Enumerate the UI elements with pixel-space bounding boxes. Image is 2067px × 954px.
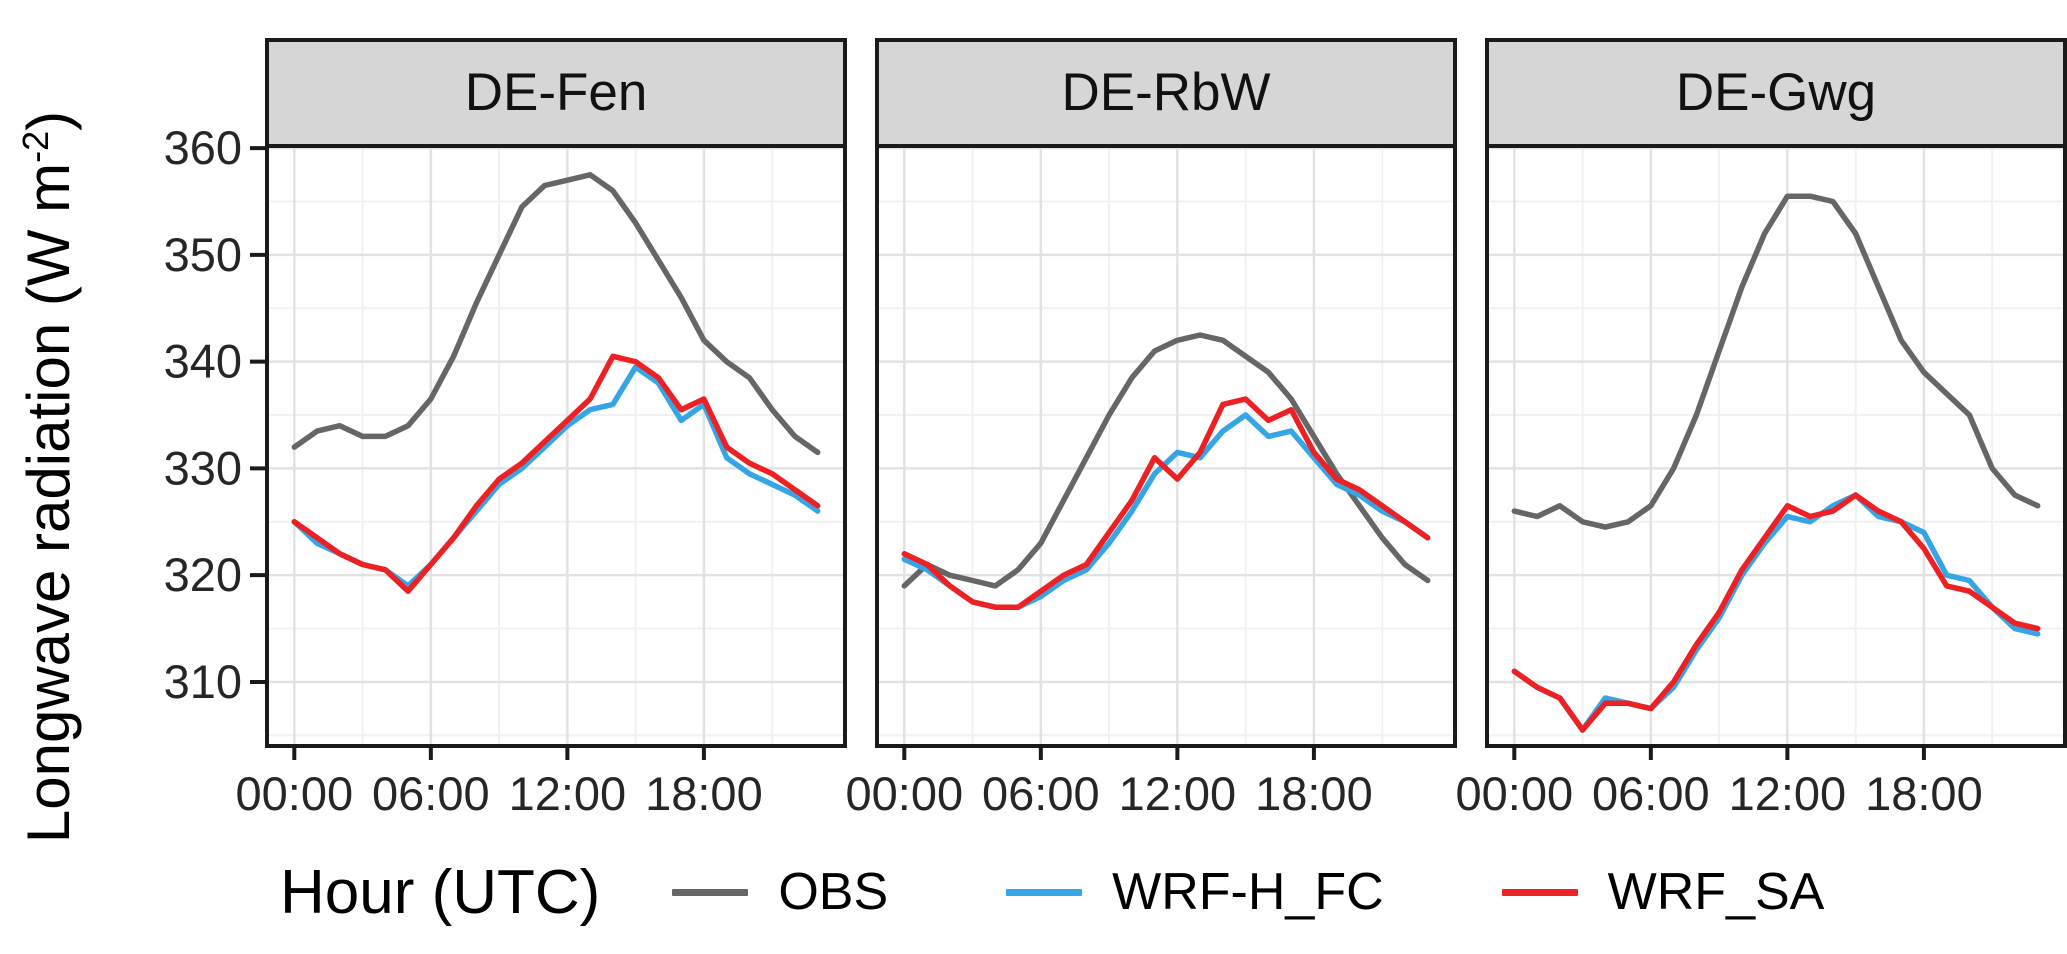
legend-line-swatch-obs xyxy=(672,888,749,896)
y-tick-label: 330 xyxy=(164,441,242,494)
legend: OBS WRF-H_FC WRF_SA xyxy=(672,862,1824,922)
x-axis-and-legend-row: Hour (UTC) OBS WRF-H_FC WRF_SA xyxy=(75,842,2060,942)
series-line-WRF_SA xyxy=(1511,492,2041,733)
series-line-WRF_SA xyxy=(901,396,1431,610)
x-tick-label: 12:00 xyxy=(1729,767,1847,820)
y-axis-title-wrap: Longwave radiation (W m-2) xyxy=(0,0,82,954)
panel-DE-Fen: DE-Fen 00:00 06:00 12:00 18:00 xyxy=(235,38,847,820)
x-tick-label: 18:00 xyxy=(645,767,763,820)
x-tick-label: 00:00 xyxy=(1455,767,1573,820)
x-tick-label: 12:00 xyxy=(509,767,627,820)
chart-panels-svg: 310 320 330 340 350 360 DE-Fen 00:00 06:00 12:00 1… xyxy=(164,38,2067,820)
legend-entry-wrf-sa: WRF_SA xyxy=(1501,862,1825,922)
x-tick-label: 00:00 xyxy=(235,767,353,820)
series-line-WRF-H_FC xyxy=(1511,492,2041,733)
x-tick-label: 18:00 xyxy=(1255,767,1373,820)
series-line-WRF_SA xyxy=(291,353,821,594)
series-line-OBS xyxy=(291,172,821,456)
facet-strip-label: DE-Fen xyxy=(465,63,648,122)
facet-strip-label: DE-RbW xyxy=(1061,63,1270,122)
y-tick-label: 320 xyxy=(164,548,242,601)
legend-label-wrf-h-fc: WRF-H_FC xyxy=(1112,863,1384,921)
x-tick-label: 12:00 xyxy=(1119,767,1237,820)
x-tick-label: 00:00 xyxy=(845,767,963,820)
legend-entry-obs: OBS xyxy=(672,862,888,922)
panel-DE-Gwg: DE-Gwg 00:00 06:00 12:00 18:00 xyxy=(1455,38,2067,820)
x-tick-label: 18:00 xyxy=(1865,767,1983,820)
facet-strip xyxy=(265,38,847,148)
y-tick-label: 350 xyxy=(164,228,242,281)
legend-label-wrf-sa: WRF_SA xyxy=(1607,863,1825,921)
y-tick-label: 340 xyxy=(164,335,242,388)
facet-strip xyxy=(875,38,1457,148)
panel-DE-RbW: DE-RbW 00:00 06:00 12:00 18:00 xyxy=(845,38,1457,820)
facet-strip-label: DE-Gwg xyxy=(1676,63,1876,122)
y-axis-title-superscript: -2 xyxy=(15,130,56,163)
legend-line-swatch-wrf-h-fc xyxy=(1006,888,1083,896)
x-tick-label: 06:00 xyxy=(982,767,1100,820)
x-tick-label: 06:00 xyxy=(372,767,490,820)
y-axis-title: Longwave radiation (W m-2) xyxy=(0,0,82,954)
facet-strip xyxy=(1485,38,2067,148)
legend-label-obs: OBS xyxy=(778,863,889,921)
x-axis-title: Hour (UTC) xyxy=(280,857,601,927)
y-tick-label: 360 xyxy=(164,121,242,174)
legend-entry-wrf-h-fc: WRF-H_FC xyxy=(1006,862,1384,922)
x-tick-label: 06:00 xyxy=(1592,767,1710,820)
series-line-OBS xyxy=(1511,193,2041,530)
legend-line-swatch-wrf-sa xyxy=(1501,888,1578,896)
y-tick-label: 310 xyxy=(164,655,242,708)
